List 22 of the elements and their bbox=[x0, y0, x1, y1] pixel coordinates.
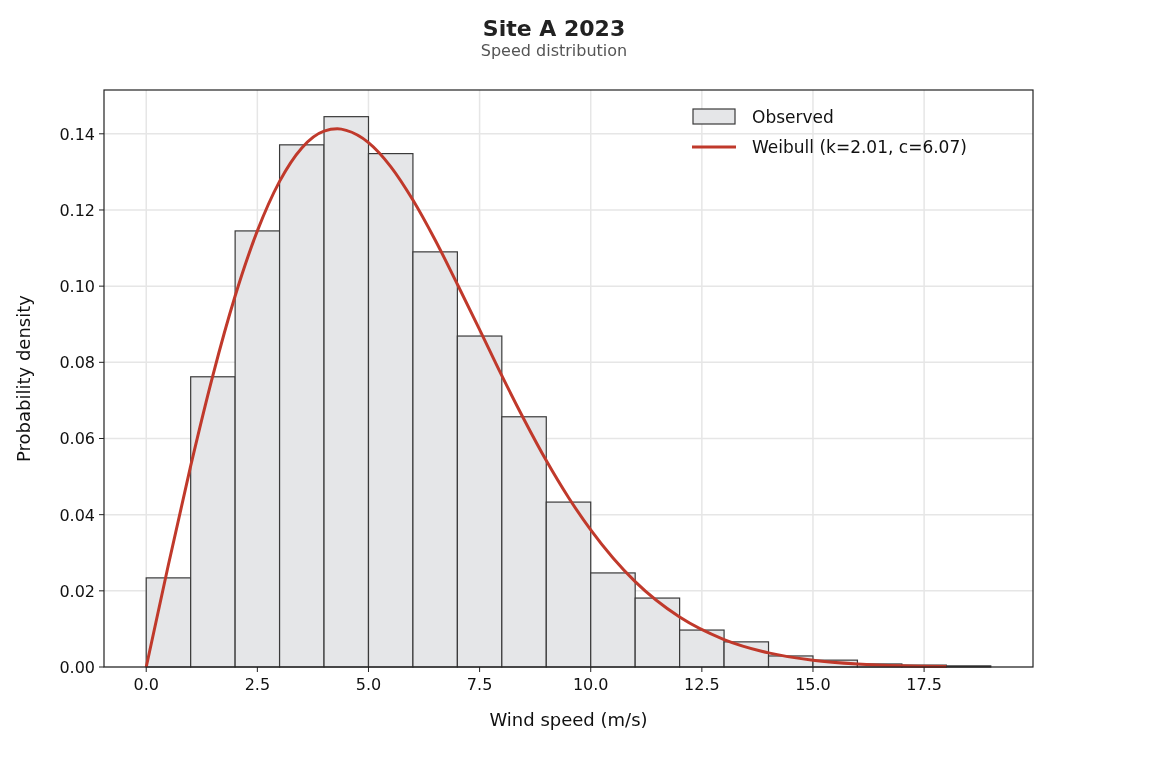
x-tick-label: 5.0 bbox=[355, 675, 382, 694]
x-tick-label: 15.0 bbox=[795, 675, 831, 694]
y-axis-title: Probability density bbox=[13, 294, 34, 462]
y-tick-label: 0.14 bbox=[59, 124, 95, 144]
x-tick-label: 10.0 bbox=[572, 675, 609, 694]
x-tick-label: 12.5 bbox=[684, 675, 720, 694]
legend-label: Observed bbox=[752, 107, 834, 127]
y-tick-label: 0.08 bbox=[59, 353, 95, 373]
y-tick-label: 0.02 bbox=[59, 581, 95, 601]
x-tick-label: 17.5 bbox=[906, 675, 942, 694]
chart-title: Site A 2023 bbox=[482, 16, 626, 41]
legend-label: Weibull (k=2.01, c=6.07) bbox=[752, 137, 967, 157]
y-tick-label: 0.10 bbox=[59, 277, 95, 297]
y-tick-label: 0.12 bbox=[59, 200, 95, 220]
y-tick-label: 0.04 bbox=[59, 505, 95, 525]
x-tick-label: 7.5 bbox=[466, 675, 493, 694]
y-tick-label: 0.00 bbox=[59, 658, 95, 677]
x-axis-title: Wind speed (m/s) bbox=[489, 709, 648, 730]
chart-subtitle: Speed distribution bbox=[480, 41, 628, 60]
x-tick-label: 0.0 bbox=[133, 675, 159, 694]
x-tick-label: 2.5 bbox=[244, 675, 271, 694]
y-tick-label: 0.06 bbox=[59, 429, 95, 449]
